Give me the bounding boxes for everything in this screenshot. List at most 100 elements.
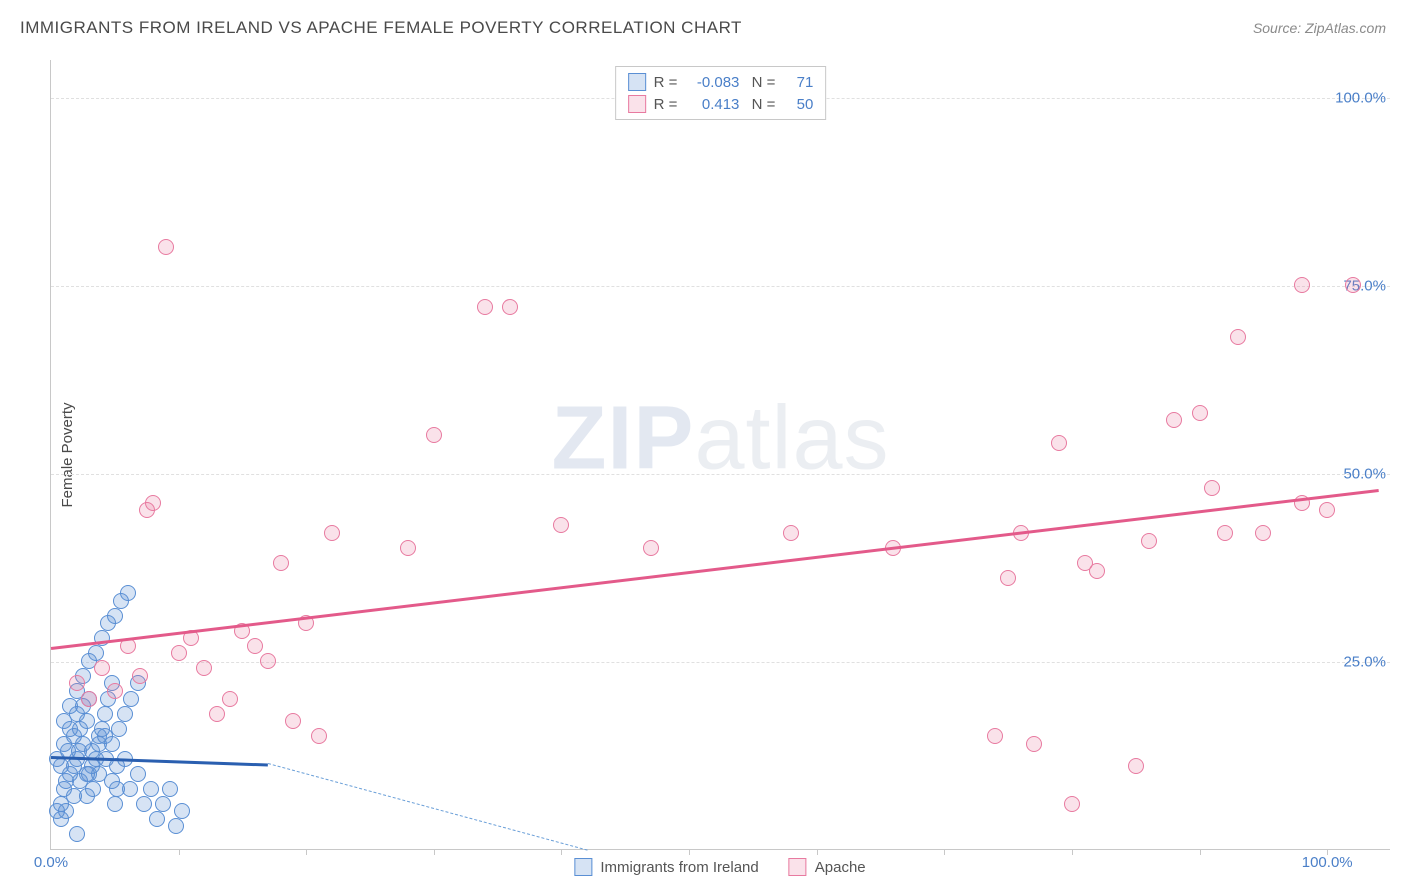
x-label-left: 0.0% [34, 854, 68, 871]
data-point [97, 706, 113, 722]
data-point [117, 706, 133, 722]
data-point [104, 736, 120, 752]
x-tick [1200, 849, 1201, 855]
gridline [51, 286, 1390, 287]
swatch-series-1 [628, 95, 646, 113]
data-point [553, 517, 569, 533]
y-tick-label: 50.0% [1343, 465, 1386, 482]
stats-legend-box: R = -0.083 N = 71 R = 0.413 N = 50 [615, 66, 827, 120]
data-point [987, 728, 1003, 744]
legend-item-0: Immigrants from Ireland [574, 858, 758, 876]
data-point [1192, 405, 1208, 421]
x-tick [306, 849, 307, 855]
swatch-series-0 [628, 73, 646, 91]
data-point [94, 660, 110, 676]
legend-swatch-1 [789, 858, 807, 876]
data-point [81, 691, 97, 707]
data-point [222, 691, 238, 707]
plot-region: ZIPatlas R = -0.083 N = 71 R = 0.413 N =… [50, 60, 1390, 850]
data-point [1319, 502, 1335, 518]
data-point [426, 427, 442, 443]
gridline [51, 662, 1390, 663]
data-point [1230, 329, 1246, 345]
data-point [1000, 570, 1016, 586]
y-tick-label: 25.0% [1343, 653, 1386, 670]
data-point [1294, 277, 1310, 293]
data-point [285, 713, 301, 729]
data-point [1166, 412, 1182, 428]
x-tick [434, 849, 435, 855]
data-point [1217, 525, 1233, 541]
data-point [107, 796, 123, 812]
data-point [132, 668, 148, 684]
stats-row-0: R = -0.083 N = 71 [628, 71, 814, 93]
data-point [143, 781, 159, 797]
r-label: R = [654, 74, 678, 91]
r-value-0: -0.083 [685, 74, 739, 91]
n-label: N = [747, 74, 775, 91]
data-point [209, 706, 225, 722]
data-point [1064, 796, 1080, 812]
data-point [88, 645, 104, 661]
data-point [1026, 736, 1042, 752]
data-point [130, 766, 146, 782]
x-tick [817, 849, 818, 855]
data-point [111, 721, 127, 737]
legend-label-0: Immigrants from Ireland [600, 859, 758, 876]
data-point [477, 299, 493, 315]
data-point [85, 781, 101, 797]
r-label: R = [654, 96, 678, 113]
data-point [260, 653, 276, 669]
legend-item-1: Apache [789, 858, 866, 876]
y-axis-title: Female Poverty [59, 402, 76, 507]
x-label-right: 100.0% [1302, 854, 1353, 871]
n-label: N = [747, 96, 775, 113]
n-value-0: 71 [783, 74, 813, 91]
data-point [58, 803, 74, 819]
data-point [120, 585, 136, 601]
bottom-legend: Immigrants from Ireland Apache [574, 858, 865, 876]
data-point [149, 811, 165, 827]
data-point [168, 818, 184, 834]
data-point [66, 788, 82, 804]
stats-row-1: R = 0.413 N = 50 [628, 93, 814, 115]
data-point [69, 826, 85, 842]
gridline [51, 474, 1390, 475]
data-point [69, 675, 85, 691]
data-point [311, 728, 327, 744]
x-tick [1072, 849, 1073, 855]
data-point [158, 239, 174, 255]
data-point [155, 796, 171, 812]
data-point [122, 781, 138, 797]
data-point [139, 502, 155, 518]
data-point [123, 691, 139, 707]
data-point [1255, 525, 1271, 541]
x-tick [944, 849, 945, 855]
x-tick [179, 849, 180, 855]
x-tick [689, 849, 690, 855]
r-value-1: 0.413 [685, 96, 739, 113]
data-point [107, 683, 123, 699]
data-point [136, 796, 152, 812]
data-point [53, 758, 69, 774]
data-point [79, 713, 95, 729]
data-point [400, 540, 416, 556]
chart-title: IMMIGRANTS FROM IRELAND VS APACHE FEMALE… [20, 18, 742, 38]
data-point [1204, 480, 1220, 496]
data-point [273, 555, 289, 571]
n-value-1: 50 [783, 96, 813, 113]
y-tick-label: 100.0% [1335, 89, 1386, 106]
data-point [1089, 563, 1105, 579]
chart-area: ZIPatlas R = -0.083 N = 71 R = 0.413 N =… [50, 60, 1390, 850]
data-point [1128, 758, 1144, 774]
data-point [91, 766, 107, 782]
data-point [174, 803, 190, 819]
trend-line [268, 763, 587, 850]
legend-label-1: Apache [815, 859, 866, 876]
data-point [643, 540, 659, 556]
data-point [171, 645, 187, 661]
data-point [196, 660, 212, 676]
data-point [324, 525, 340, 541]
legend-swatch-0 [574, 858, 592, 876]
data-point [107, 608, 123, 624]
